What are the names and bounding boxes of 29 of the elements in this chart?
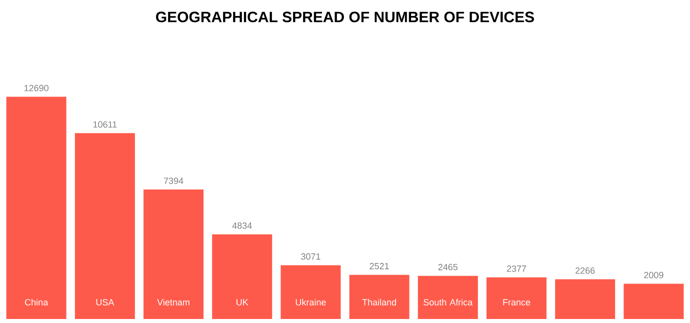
bar <box>418 276 478 319</box>
chart-title: GEOGRAPHICAL SPREAD OF NUMBER OF DEVICES <box>156 12 534 22</box>
x-tick-label: UK <box>236 299 248 306</box>
data-label: 2009 <box>644 272 664 278</box>
data-label: 4834 <box>232 222 252 229</box>
data-label: 2465 <box>438 264 458 270</box>
bar <box>144 190 204 319</box>
x-tick-label: Vietnam <box>157 298 190 306</box>
bar <box>555 279 616 319</box>
data-label: 10611 <box>93 121 117 128</box>
x-tick-label: Ukraine <box>296 298 326 306</box>
x-tick-label: Thailand <box>362 298 396 306</box>
data-label: 3071 <box>301 253 320 260</box>
data-label: 2377 <box>506 265 526 272</box>
data-label: 2266 <box>576 267 595 274</box>
x-tick-label: China <box>25 298 48 306</box>
bar <box>349 274 410 319</box>
data-label: 12690 <box>24 84 48 92</box>
x-tick-label: South Africa <box>424 298 473 306</box>
data-label: 7394 <box>164 178 184 184</box>
data-label: 2521 <box>370 262 389 270</box>
bar <box>6 96 66 319</box>
bar <box>74 133 135 319</box>
bar <box>280 265 341 319</box>
x-tick-label: USA <box>96 299 114 306</box>
bar <box>212 234 272 319</box>
bar <box>486 277 547 319</box>
x-tick-label: France <box>503 299 530 306</box>
bar <box>624 284 684 319</box>
